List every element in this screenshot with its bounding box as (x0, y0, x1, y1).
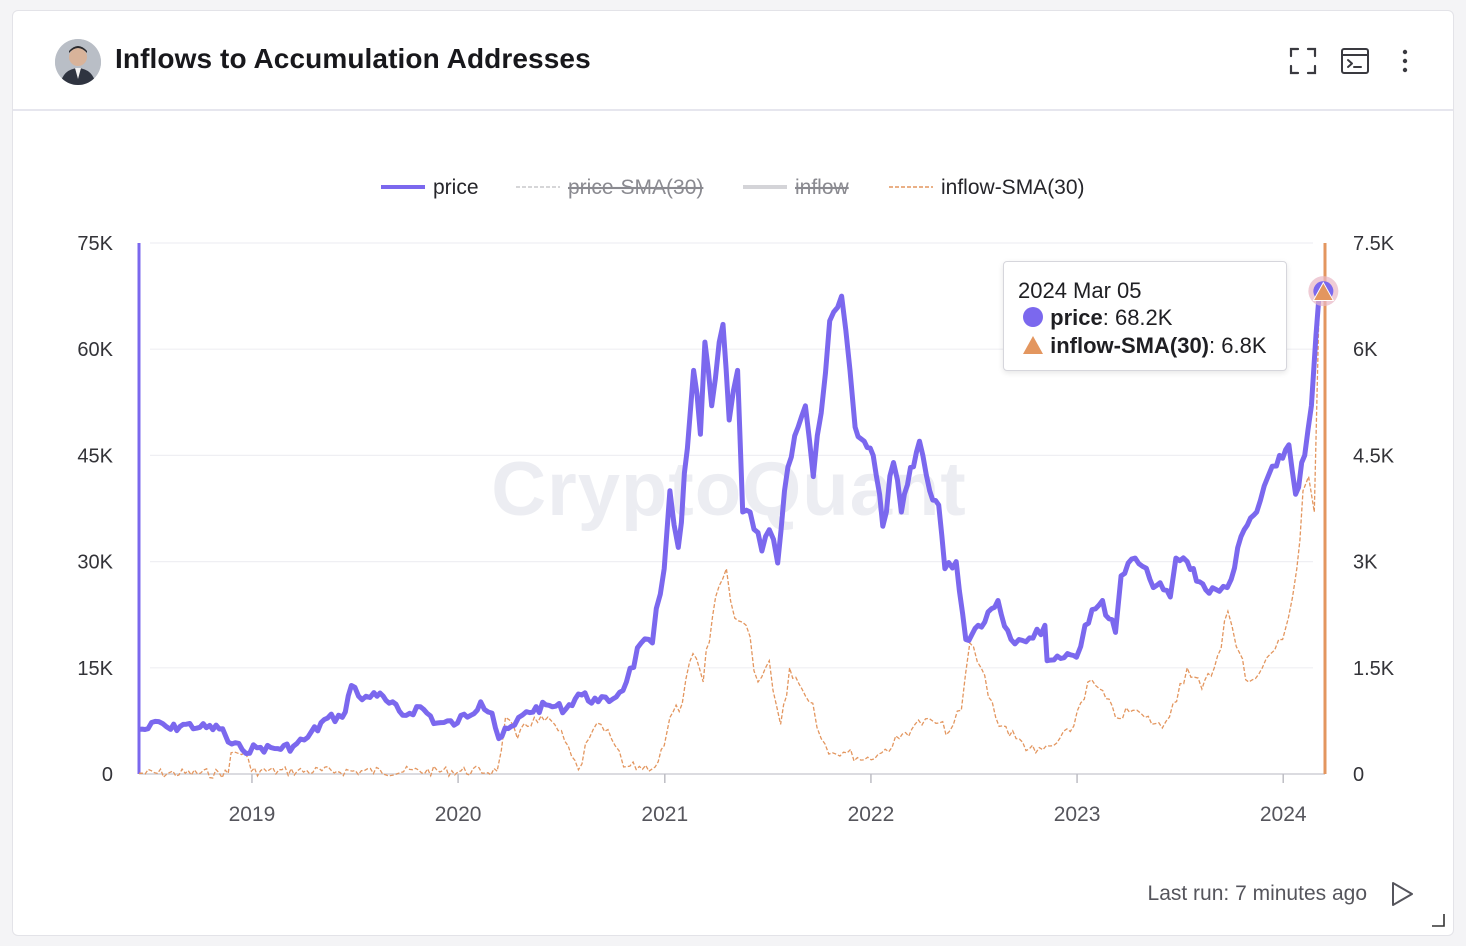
x-tick-label: 2020 (435, 803, 482, 826)
y-axis-left: 0 15K 30K 45K 60K 75K (77, 233, 113, 786)
legend-item-inflow-sma-30[interactable]: inflow-SMA(30) (889, 176, 1085, 199)
avatar[interactable] (55, 39, 101, 85)
x-tick-label: 2023 (1054, 803, 1101, 826)
legend-label: price-SMA(30) (568, 176, 703, 199)
resize-handle-icon[interactable] (1431, 913, 1445, 927)
tooltip-date: 2024 Mar 05 (1018, 278, 1142, 303)
last-run-status: Last run: 7 minutes ago (1147, 882, 1367, 905)
tooltip-row-price: price: 68.2K (1022, 305, 1172, 331)
tooltip-row-inflow-sma: inflow-SMA(30): 6.8K (1022, 333, 1267, 359)
y-left-tick-label: 45K (77, 445, 113, 467)
chart-area: CryptoQuant price price-SMA(30) inflow infl… (77, 176, 1395, 826)
y-right-tick-label: 4.5K (1353, 445, 1395, 467)
grid (150, 242, 1313, 669)
legend-item-inflow[interactable]: inflow (743, 176, 850, 199)
x-tick-label: 2021 (641, 803, 688, 826)
y-right-tick-label: 7.5K (1353, 233, 1395, 255)
watermark: CryptoQuant (491, 447, 966, 532)
legend-label: inflow-SMA(30) (941, 176, 1085, 199)
chart-card: Inflows to Accumulation Addresses Crypto… (12, 10, 1454, 936)
tooltip-value: 6.8K (1221, 333, 1267, 358)
legend-item-price[interactable]: price (381, 176, 479, 199)
hover-markers (1308, 276, 1339, 307)
x-tick-label: 2022 (848, 803, 895, 826)
run-play-icon[interactable] (1389, 880, 1415, 908)
y-left-tick-label: 0 (102, 764, 113, 786)
inflow-sma-hover-point (1312, 281, 1335, 302)
legend: price price-SMA(30) inflow inflow-SMA(30) (381, 176, 1085, 199)
more-vertical-icon[interactable] (1389, 45, 1421, 77)
triangle-marker-icon (1023, 336, 1043, 354)
y-right-tick-label: 1.5K (1353, 658, 1395, 680)
tooltip-value: 68.2K (1114, 305, 1173, 330)
tooltip-series-name: inflow-SMA(30) (1050, 333, 1210, 358)
page-title: Inflows to Accumulation Addresses (115, 43, 591, 74)
series-line-price (138, 290, 1322, 756)
terminal-icon[interactable] (1339, 45, 1371, 77)
y-left-tick-label: 15K (77, 658, 113, 680)
y-right-tick-label: 0 (1353, 764, 1364, 786)
x-axis: 2019 2020 2021 2022 2023 2024 (139, 773, 1325, 826)
circle-marker-icon (1023, 307, 1043, 327)
tooltip-series-name: price (1050, 305, 1103, 330)
x-tick-label: 2024 (1260, 803, 1307, 826)
x-tick-label: 2019 (229, 803, 276, 826)
legend-label: price (433, 176, 479, 199)
y-left-tick-label: 75K (77, 233, 113, 255)
y-left-tick-label: 30K (77, 552, 113, 574)
series-line-inflow-sma (138, 292, 1321, 780)
avatar-image (55, 39, 101, 85)
y-left-tick-label: 60K (77, 339, 113, 361)
y-right-tick-label: 3K (1353, 552, 1378, 574)
tooltip: 2024 Mar 05 price: 68.2K inflow-SMA(30):… (1003, 261, 1287, 371)
legend-label: inflow (795, 176, 850, 199)
legend-item-price-sma-30[interactable]: price-SMA(30) (516, 176, 703, 199)
y-right-tick-label: 6K (1353, 339, 1378, 361)
expand-icon[interactable] (1287, 45, 1319, 77)
y-axis-right: 0 1.5K 3K 4.5K 6K 7.5K (1353, 233, 1395, 786)
card-header: Inflows to Accumulation Addresses (13, 11, 1453, 111)
